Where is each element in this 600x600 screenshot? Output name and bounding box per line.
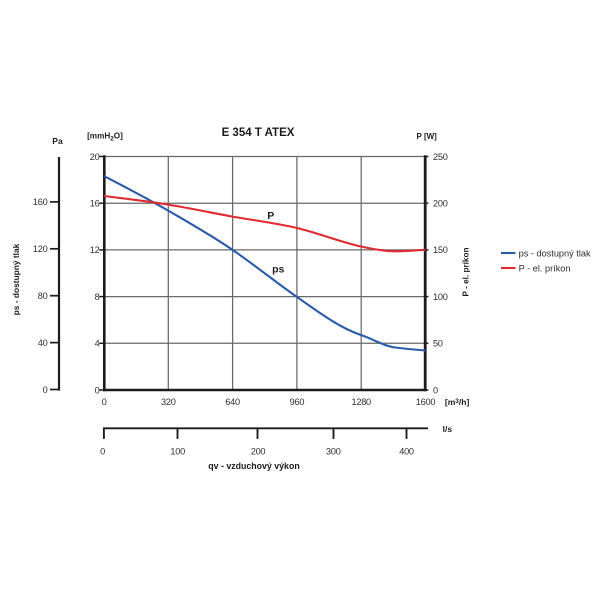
svg-text:0: 0 — [43, 385, 48, 395]
svg-text:1280: 1280 — [351, 397, 371, 407]
svg-text:P: P — [267, 210, 274, 222]
svg-text:P [W]: P [W] — [417, 132, 438, 141]
svg-text:[mmH2O]: [mmH2O] — [87, 132, 123, 143]
svg-text:0: 0 — [102, 397, 107, 407]
svg-text:8: 8 — [95, 292, 100, 302]
svg-text:640: 640 — [225, 397, 240, 407]
svg-text:150: 150 — [433, 245, 448, 255]
svg-text:200: 200 — [251, 447, 266, 457]
svg-text:250: 250 — [433, 152, 448, 162]
svg-text:E 354 T ATEX: E 354 T ATEX — [222, 127, 295, 139]
svg-text:P - el. príkon: P - el. príkon — [519, 263, 571, 273]
svg-text:960: 960 — [290, 397, 305, 407]
svg-text:ps - dostupný tlak: ps - dostupný tlak — [519, 248, 591, 258]
svg-text:0: 0 — [100, 447, 105, 457]
svg-text:ps - dostupný tlak: ps - dostupný tlak — [11, 243, 21, 315]
svg-text:300: 300 — [326, 447, 341, 457]
svg-text:Pa: Pa — [52, 136, 63, 146]
svg-text:16: 16 — [90, 199, 100, 209]
svg-text:qv - vzduchový výkon: qv - vzduchový výkon — [208, 461, 299, 471]
svg-text:40: 40 — [38, 338, 48, 348]
svg-text:[m3/h]: [m3/h] — [445, 397, 470, 407]
svg-text:400: 400 — [399, 447, 414, 457]
svg-text:l/s: l/s — [443, 424, 453, 434]
svg-text:4: 4 — [95, 339, 100, 349]
svg-text:ps: ps — [272, 263, 284, 275]
svg-text:20: 20 — [90, 152, 100, 162]
svg-text:320: 320 — [161, 397, 176, 407]
svg-text:100: 100 — [170, 447, 185, 457]
svg-text:0: 0 — [95, 385, 100, 395]
svg-text:120: 120 — [33, 244, 48, 254]
svg-text:100: 100 — [433, 292, 448, 302]
svg-text:80: 80 — [38, 291, 48, 301]
svg-text:P - el. príkon: P - el. príkon — [462, 248, 471, 297]
svg-text:0: 0 — [433, 385, 438, 395]
svg-text:160: 160 — [33, 197, 48, 207]
svg-text:200: 200 — [433, 199, 448, 209]
svg-text:50: 50 — [433, 339, 443, 349]
svg-text:12: 12 — [90, 245, 100, 255]
svg-text:1600: 1600 — [416, 397, 436, 407]
